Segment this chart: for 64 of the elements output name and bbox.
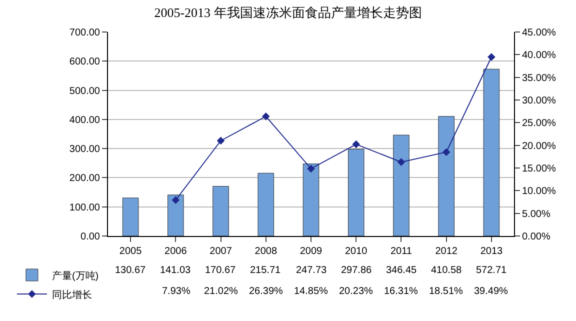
y2-tick-label: 10.00% bbox=[522, 186, 556, 198]
y-tick-label: 600.00 bbox=[69, 56, 100, 68]
data-label: 39.49% bbox=[474, 286, 508, 297]
data-label: 21.02% bbox=[204, 286, 238, 297]
x-tick-label: 2006 bbox=[164, 246, 188, 257]
y2-tick-label: 0.00% bbox=[522, 232, 550, 242]
bar bbox=[168, 194, 184, 236]
y2-tick-label: 15.00% bbox=[522, 164, 556, 174]
y-tick-label: 300.00 bbox=[69, 144, 100, 156]
point bbox=[488, 53, 496, 61]
x-tick-label: 2012 bbox=[435, 246, 458, 257]
legend-label: 同比增长 bbox=[52, 288, 92, 301]
point bbox=[172, 196, 180, 204]
data-label: 26.39% bbox=[249, 286, 284, 297]
data-label: 572.71 bbox=[476, 265, 508, 276]
data-label: 7.93% bbox=[162, 286, 190, 297]
x-tick-label: 2011 bbox=[390, 246, 412, 257]
point bbox=[397, 158, 406, 166]
bar bbox=[393, 134, 410, 236]
y2-tick-label: 20.00% bbox=[522, 140, 556, 152]
data-label: 14.85% bbox=[294, 286, 328, 297]
data-label: 215.71 bbox=[250, 265, 282, 276]
bar bbox=[122, 198, 139, 236]
y-tick-label: 0.00 bbox=[80, 232, 100, 242]
data-label: 130.67 bbox=[115, 265, 146, 276]
chart-title: 2005-2013 年我国速冻米面食品产量增长走势图 bbox=[154, 5, 422, 20]
y-tick-label: 700.00 bbox=[69, 28, 100, 38]
bar bbox=[302, 164, 320, 236]
y-tick-label: 100.00 bbox=[69, 202, 100, 214]
legend-label: 产量(万吨) bbox=[52, 270, 99, 282]
data-label: 247.73 bbox=[296, 265, 328, 276]
x-tick-label: 2008 bbox=[254, 246, 278, 257]
point bbox=[307, 164, 315, 173]
y2-tick-label: 40.00% bbox=[522, 50, 556, 62]
data-label: 18.51% bbox=[429, 286, 464, 297]
point bbox=[442, 148, 450, 156]
x-tick-label: 2005 bbox=[119, 246, 142, 257]
x-tick-label: 2009 bbox=[300, 246, 323, 257]
x-tick-label: 2010 bbox=[344, 246, 368, 257]
point bbox=[352, 140, 360, 148]
x-tick-label: 2007 bbox=[210, 246, 232, 257]
bar bbox=[258, 172, 274, 236]
bar bbox=[348, 148, 364, 236]
y2-tick-label: 30.00% bbox=[522, 96, 556, 106]
data-label: 346.45 bbox=[386, 265, 418, 276]
y-tick-label: 400.00 bbox=[69, 114, 100, 126]
bar bbox=[212, 186, 229, 236]
data-label: 297.86 bbox=[341, 265, 372, 276]
point bbox=[216, 136, 225, 145]
data-label: 141.03 bbox=[160, 265, 192, 276]
point bbox=[262, 112, 270, 120]
y-tick-label: 500.00 bbox=[69, 86, 100, 97]
data-label: 170.67 bbox=[205, 265, 236, 276]
bar bbox=[483, 68, 500, 236]
y2-tick-label: 25.00% bbox=[522, 118, 556, 130]
x-tick-label: 2013 bbox=[480, 246, 503, 257]
y2-tick-label: 35.00% bbox=[522, 72, 556, 84]
data-label: 16.31% bbox=[384, 286, 418, 297]
y2-tick-label: 5.00% bbox=[522, 208, 550, 220]
data-label: 20.23% bbox=[339, 286, 374, 297]
data-label: 410.58 bbox=[431, 265, 462, 276]
bar bbox=[438, 116, 454, 236]
y2-tick-label: 45.00% bbox=[522, 28, 556, 38]
y-tick-label: 200.00 bbox=[69, 173, 100, 184]
